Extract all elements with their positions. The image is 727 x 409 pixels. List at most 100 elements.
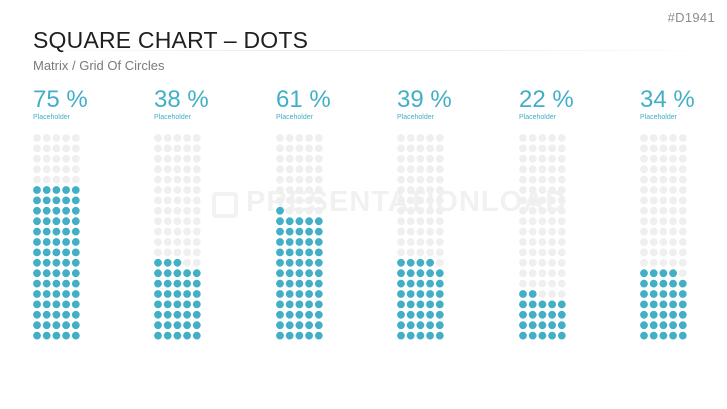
empty-dot: [669, 238, 677, 246]
dot-grid: [397, 134, 444, 340]
empty-dot: [548, 165, 556, 174]
empty-dot: [678, 175, 687, 184]
empty-dot: [314, 175, 323, 184]
filled-dot: [314, 321, 323, 330]
empty-dot: [519, 217, 527, 226]
empty-dot: [649, 227, 658, 236]
filled-dot: [173, 290, 182, 298]
filled-dot: [276, 300, 284, 309]
empty-dot: [519, 258, 527, 267]
empty-dot: [649, 248, 658, 257]
empty-dot: [426, 144, 434, 153]
empty-dot: [548, 227, 556, 236]
empty-dot: [406, 227, 415, 236]
filled-dot: [649, 300, 658, 309]
empty-dot: [669, 248, 677, 257]
filled-dot: [659, 290, 668, 298]
filled-dot: [163, 310, 172, 319]
filled-dot: [71, 331, 80, 340]
empty-dot: [154, 165, 162, 174]
empty-dot: [173, 238, 182, 246]
empty-dot: [416, 227, 425, 236]
filled-dot: [528, 300, 537, 309]
filled-dot: [640, 279, 648, 288]
empty-dot: [659, 186, 668, 194]
empty-dot: [397, 134, 405, 142]
empty-dot: [640, 227, 648, 236]
empty-dot: [33, 175, 41, 184]
empty-dot: [62, 175, 70, 184]
filled-dot: [314, 331, 323, 340]
empty-dot: [192, 227, 201, 236]
empty-dot: [173, 165, 182, 174]
empty-dot: [163, 227, 172, 236]
empty-dot: [71, 165, 80, 174]
empty-dot: [669, 154, 677, 163]
empty-dot: [416, 196, 425, 205]
empty-dot: [295, 186, 304, 194]
filled-dot: [519, 321, 527, 330]
filled-dot: [669, 290, 677, 298]
empty-dot: [435, 248, 444, 257]
empty-dot: [435, 206, 444, 215]
filled-dot: [62, 238, 70, 246]
filled-dot: [649, 321, 658, 330]
filled-dot: [33, 258, 41, 267]
filled-dot: [42, 196, 51, 205]
empty-dot: [640, 165, 648, 174]
empty-dot: [426, 154, 434, 163]
filled-dot: [154, 321, 162, 330]
empty-dot: [154, 134, 162, 142]
filled-dot: [406, 321, 415, 330]
empty-dot: [659, 196, 668, 205]
empty-dot: [669, 206, 677, 215]
empty-dot: [669, 227, 677, 236]
empty-dot: [416, 186, 425, 194]
empty-dot: [397, 175, 405, 184]
filled-dot: [649, 331, 658, 340]
filled-dot: [528, 331, 537, 340]
filled-dot: [397, 279, 405, 288]
empty-dot: [183, 144, 191, 153]
empty-dot: [640, 154, 648, 163]
empty-dot: [548, 206, 556, 215]
empty-dot: [192, 165, 201, 174]
filled-dot: [52, 269, 61, 278]
filled-dot: [163, 331, 172, 340]
empty-dot: [276, 175, 284, 184]
filled-dot: [305, 217, 313, 226]
filled-dot: [33, 227, 41, 236]
empty-dot: [314, 165, 323, 174]
empty-dot: [305, 154, 313, 163]
filled-dot: [276, 238, 284, 246]
empty-dot: [548, 144, 556, 153]
empty-dot: [42, 175, 51, 184]
empty-dot: [640, 258, 648, 267]
empty-dot: [295, 134, 304, 142]
filled-dot: [295, 248, 304, 257]
empty-dot: [295, 165, 304, 174]
filled-dot: [71, 227, 80, 236]
filled-dot: [183, 331, 191, 340]
empty-dot: [678, 154, 687, 163]
filled-dot: [33, 331, 41, 340]
empty-dot: [305, 186, 313, 194]
filled-dot: [42, 217, 51, 226]
filled-dot: [406, 279, 415, 288]
empty-dot: [397, 238, 405, 246]
empty-dot: [669, 134, 677, 142]
empty-dot: [435, 238, 444, 246]
empty-dot: [548, 196, 556, 205]
filled-dot: [163, 258, 172, 267]
empty-dot: [649, 238, 658, 246]
filled-dot: [71, 258, 80, 267]
filled-dot: [33, 186, 41, 194]
filled-dot: [397, 258, 405, 267]
filled-dot: [33, 300, 41, 309]
empty-dot: [678, 217, 687, 226]
empty-dot: [397, 165, 405, 174]
filled-dot: [154, 290, 162, 298]
empty-dot: [173, 217, 182, 226]
filled-dot: [52, 248, 61, 257]
filled-dot: [435, 321, 444, 330]
